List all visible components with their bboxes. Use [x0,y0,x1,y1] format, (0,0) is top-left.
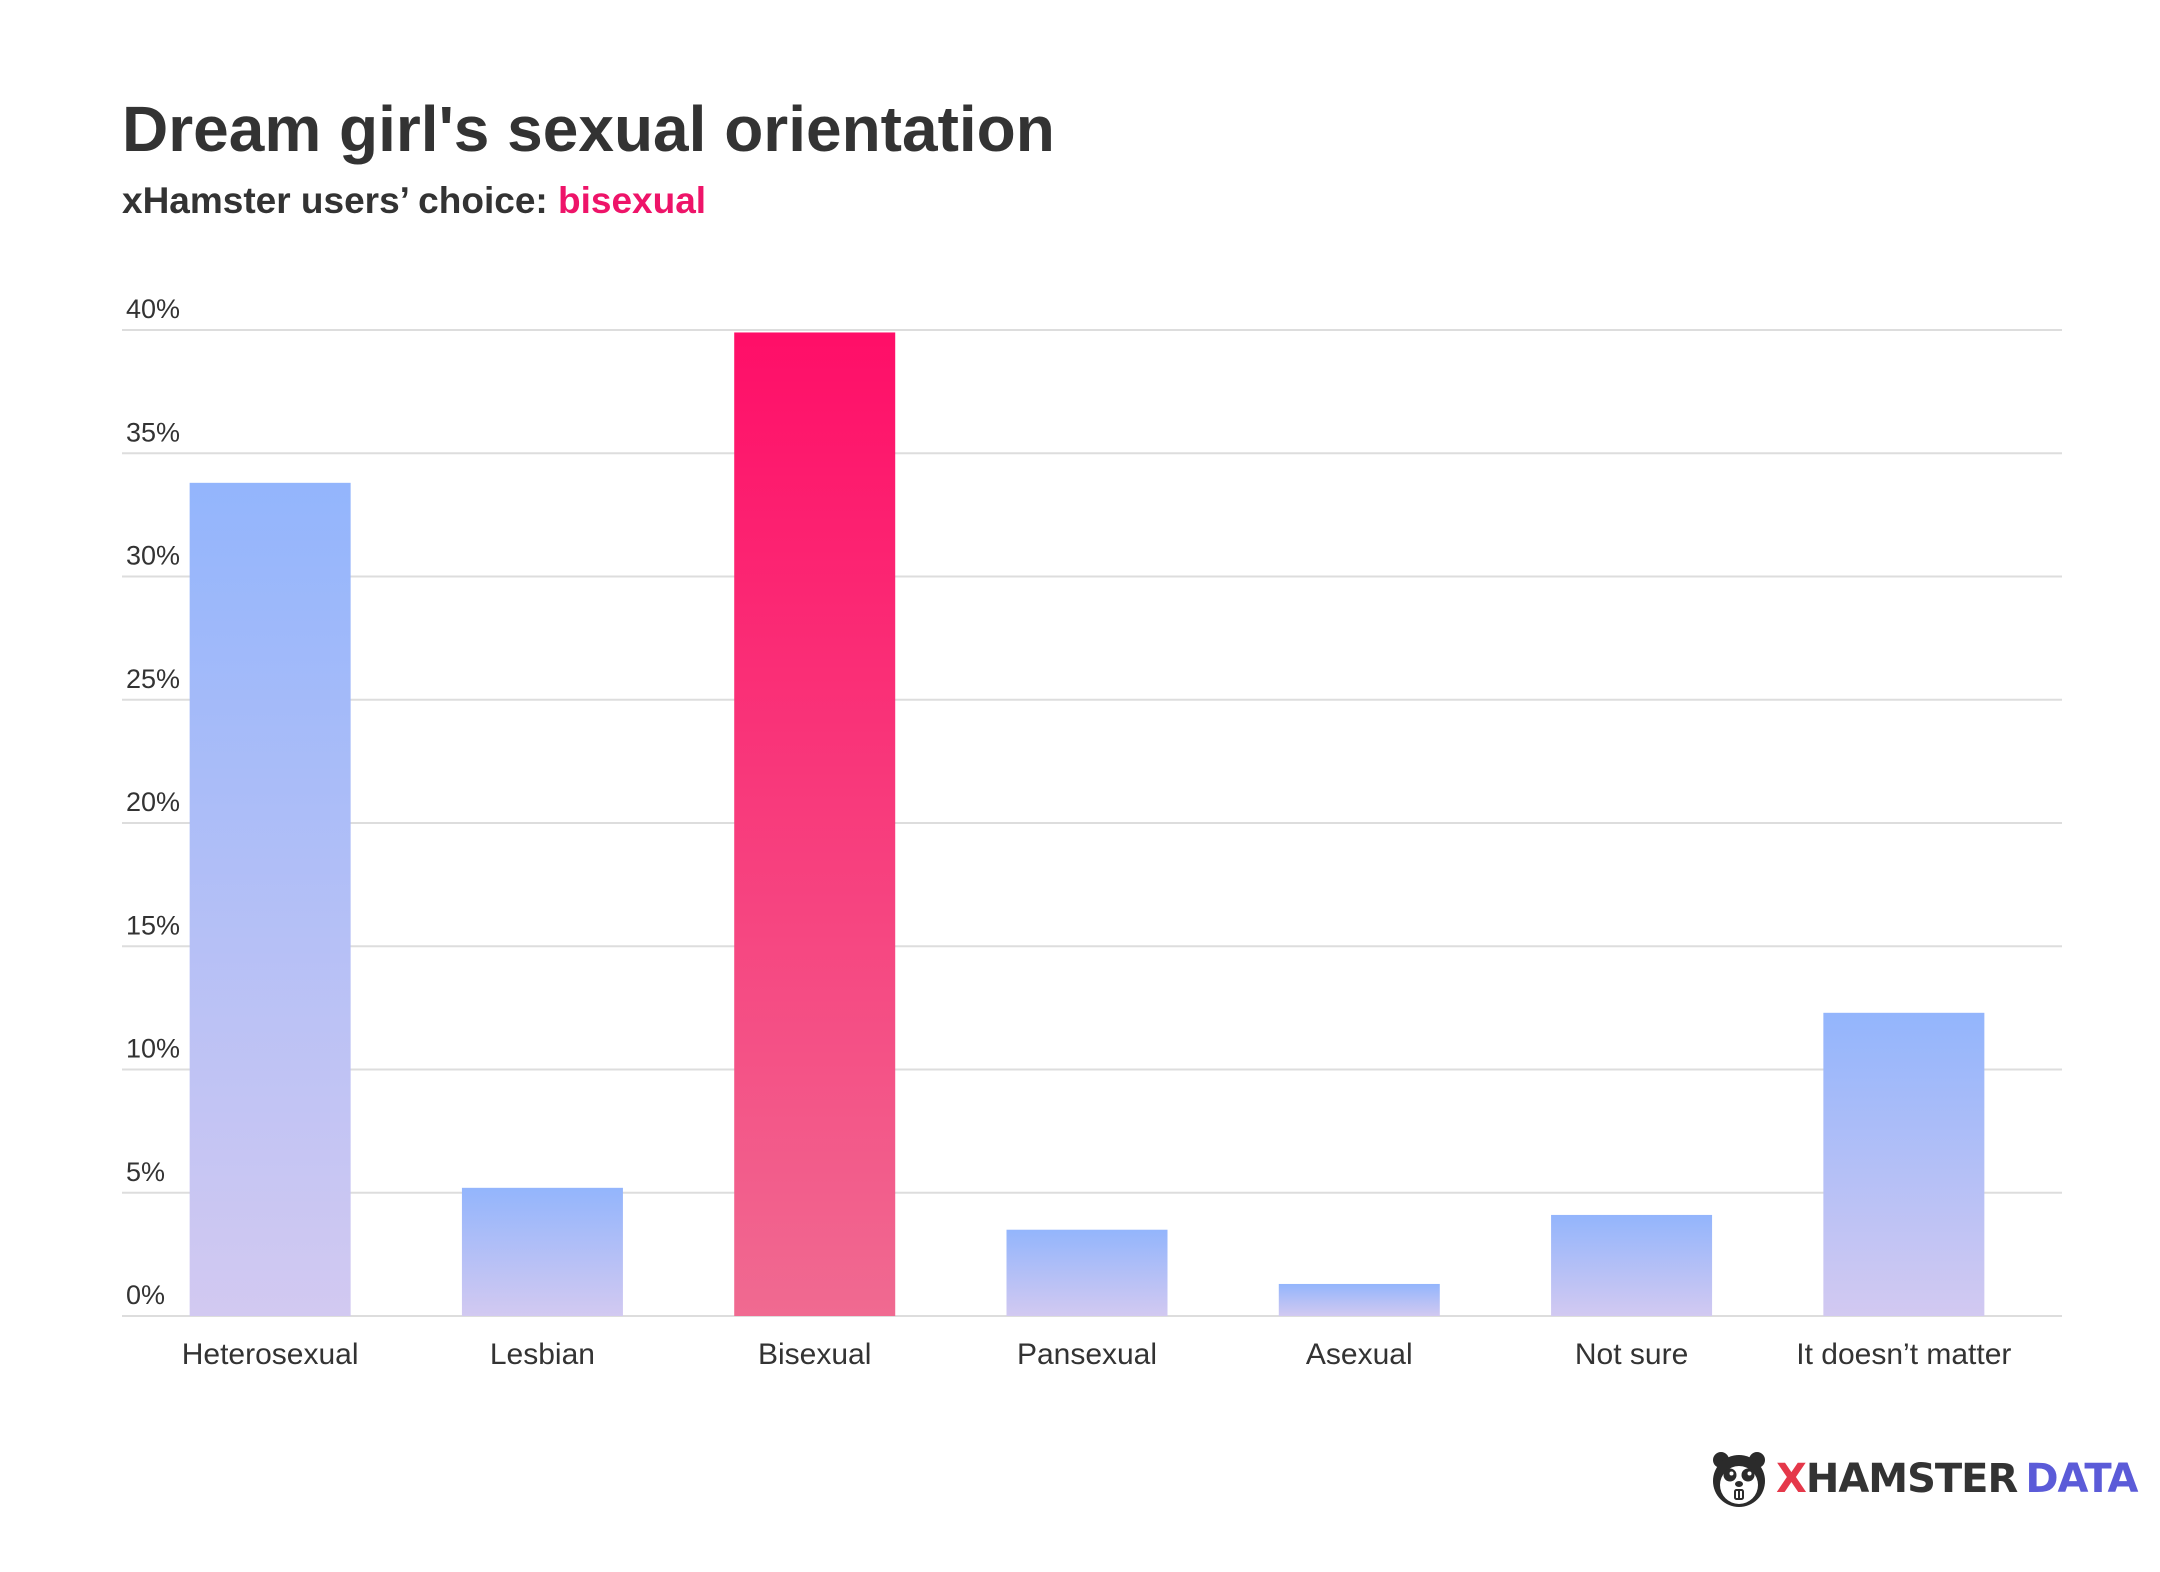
x-tick-label: Pansexual [1017,1338,1157,1371]
x-tick-label: Heterosexual [182,1338,359,1371]
bar-asexual [1278,1283,1440,1316]
hamster-icon [1713,1452,1765,1507]
y-tick-label: 0% [126,1280,165,1310]
y-tick-label: 20% [126,787,180,817]
bar-bisexual [734,332,896,1317]
y-tick-label: 40% [126,294,180,324]
bar-it-doesn-t-matter [1823,1012,1985,1316]
bars [189,332,1985,1317]
gridlines [122,329,2062,1317]
x-tick-label: It doesn’t matter [1796,1338,2011,1371]
y-tick-label: 10% [126,1034,180,1064]
x-tick-label: Bisexual [758,1338,871,1371]
bar-heterosexual [189,482,351,1317]
y-tick-label: 5% [126,1157,165,1187]
xhamster-data-logo: XHAMSTER DATA [1708,1444,2139,1514]
logo-x-letter: X [1776,1456,1807,1502]
x-tick-label: Not sure [1575,1338,1688,1371]
logo-name: HAMSTER [1805,1456,2018,1502]
y-tick-label: 30% [126,541,180,571]
y-axis-ticks: 0% 5% 10% 15% 20% 25% 30% 35% 40% [126,294,180,1310]
x-tick-label: Lesbian [490,1338,595,1371]
bar-pansexual [1006,1229,1168,1316]
chart-title: Dream girl's sexual orientation [122,93,1055,165]
subtitle-highlight: bisexual [558,180,707,221]
y-tick-label: 35% [126,417,180,447]
bar-not-sure [1551,1214,1713,1316]
chart-subtitle: xHamster users’ choice: bisexual [122,180,706,222]
logo-text: XHAMSTER DATA [1776,1456,2139,1502]
x-tick-label: Asexual [1306,1338,1413,1371]
logo-data: DATA [2025,1456,2138,1502]
bar-lesbian [461,1187,623,1316]
y-tick-label: 15% [126,910,180,940]
y-tick-label: 25% [126,664,180,694]
x-axis-labels: Heterosexual Lesbian Bisexual Pansexual Asex… [182,1338,2012,1371]
subtitle-prefix: xHamster users’ choice: [122,180,558,221]
